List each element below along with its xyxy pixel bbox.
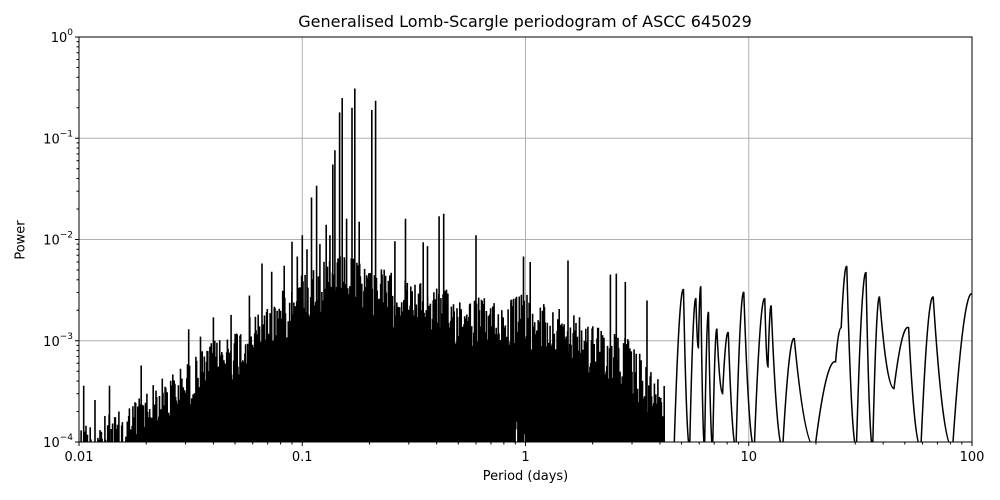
x-tick-label: 10 bbox=[740, 450, 757, 465]
x-tick-label: 0.1 bbox=[292, 450, 313, 465]
x-tick-label: 100 bbox=[960, 450, 985, 465]
x-tick-labels: 0.01 0.1 1 10 100 bbox=[65, 450, 985, 465]
x-axis-label: Period (days) bbox=[482, 469, 569, 484]
y-tick-label: 100 bbox=[51, 28, 74, 46]
x-tick-label: 0.01 bbox=[65, 450, 94, 465]
y-tick-label: 10−1 bbox=[43, 129, 73, 147]
y-tick-label: 10−2 bbox=[43, 231, 73, 249]
chart-title: Generalised Lomb-Scargle periodogram of … bbox=[298, 12, 752, 31]
y-tick-label: 10−4 bbox=[43, 433, 73, 451]
y-tick-labels: 100 10−1 10−2 10−3 10−4 bbox=[43, 28, 73, 451]
plot-frame bbox=[78, 36, 973, 443]
y-tick-label: 10−3 bbox=[43, 332, 73, 350]
x-tick-label: 1 bbox=[521, 450, 529, 465]
power-curve bbox=[673, 265, 972, 442]
power-noise-forest bbox=[80, 88, 665, 442]
